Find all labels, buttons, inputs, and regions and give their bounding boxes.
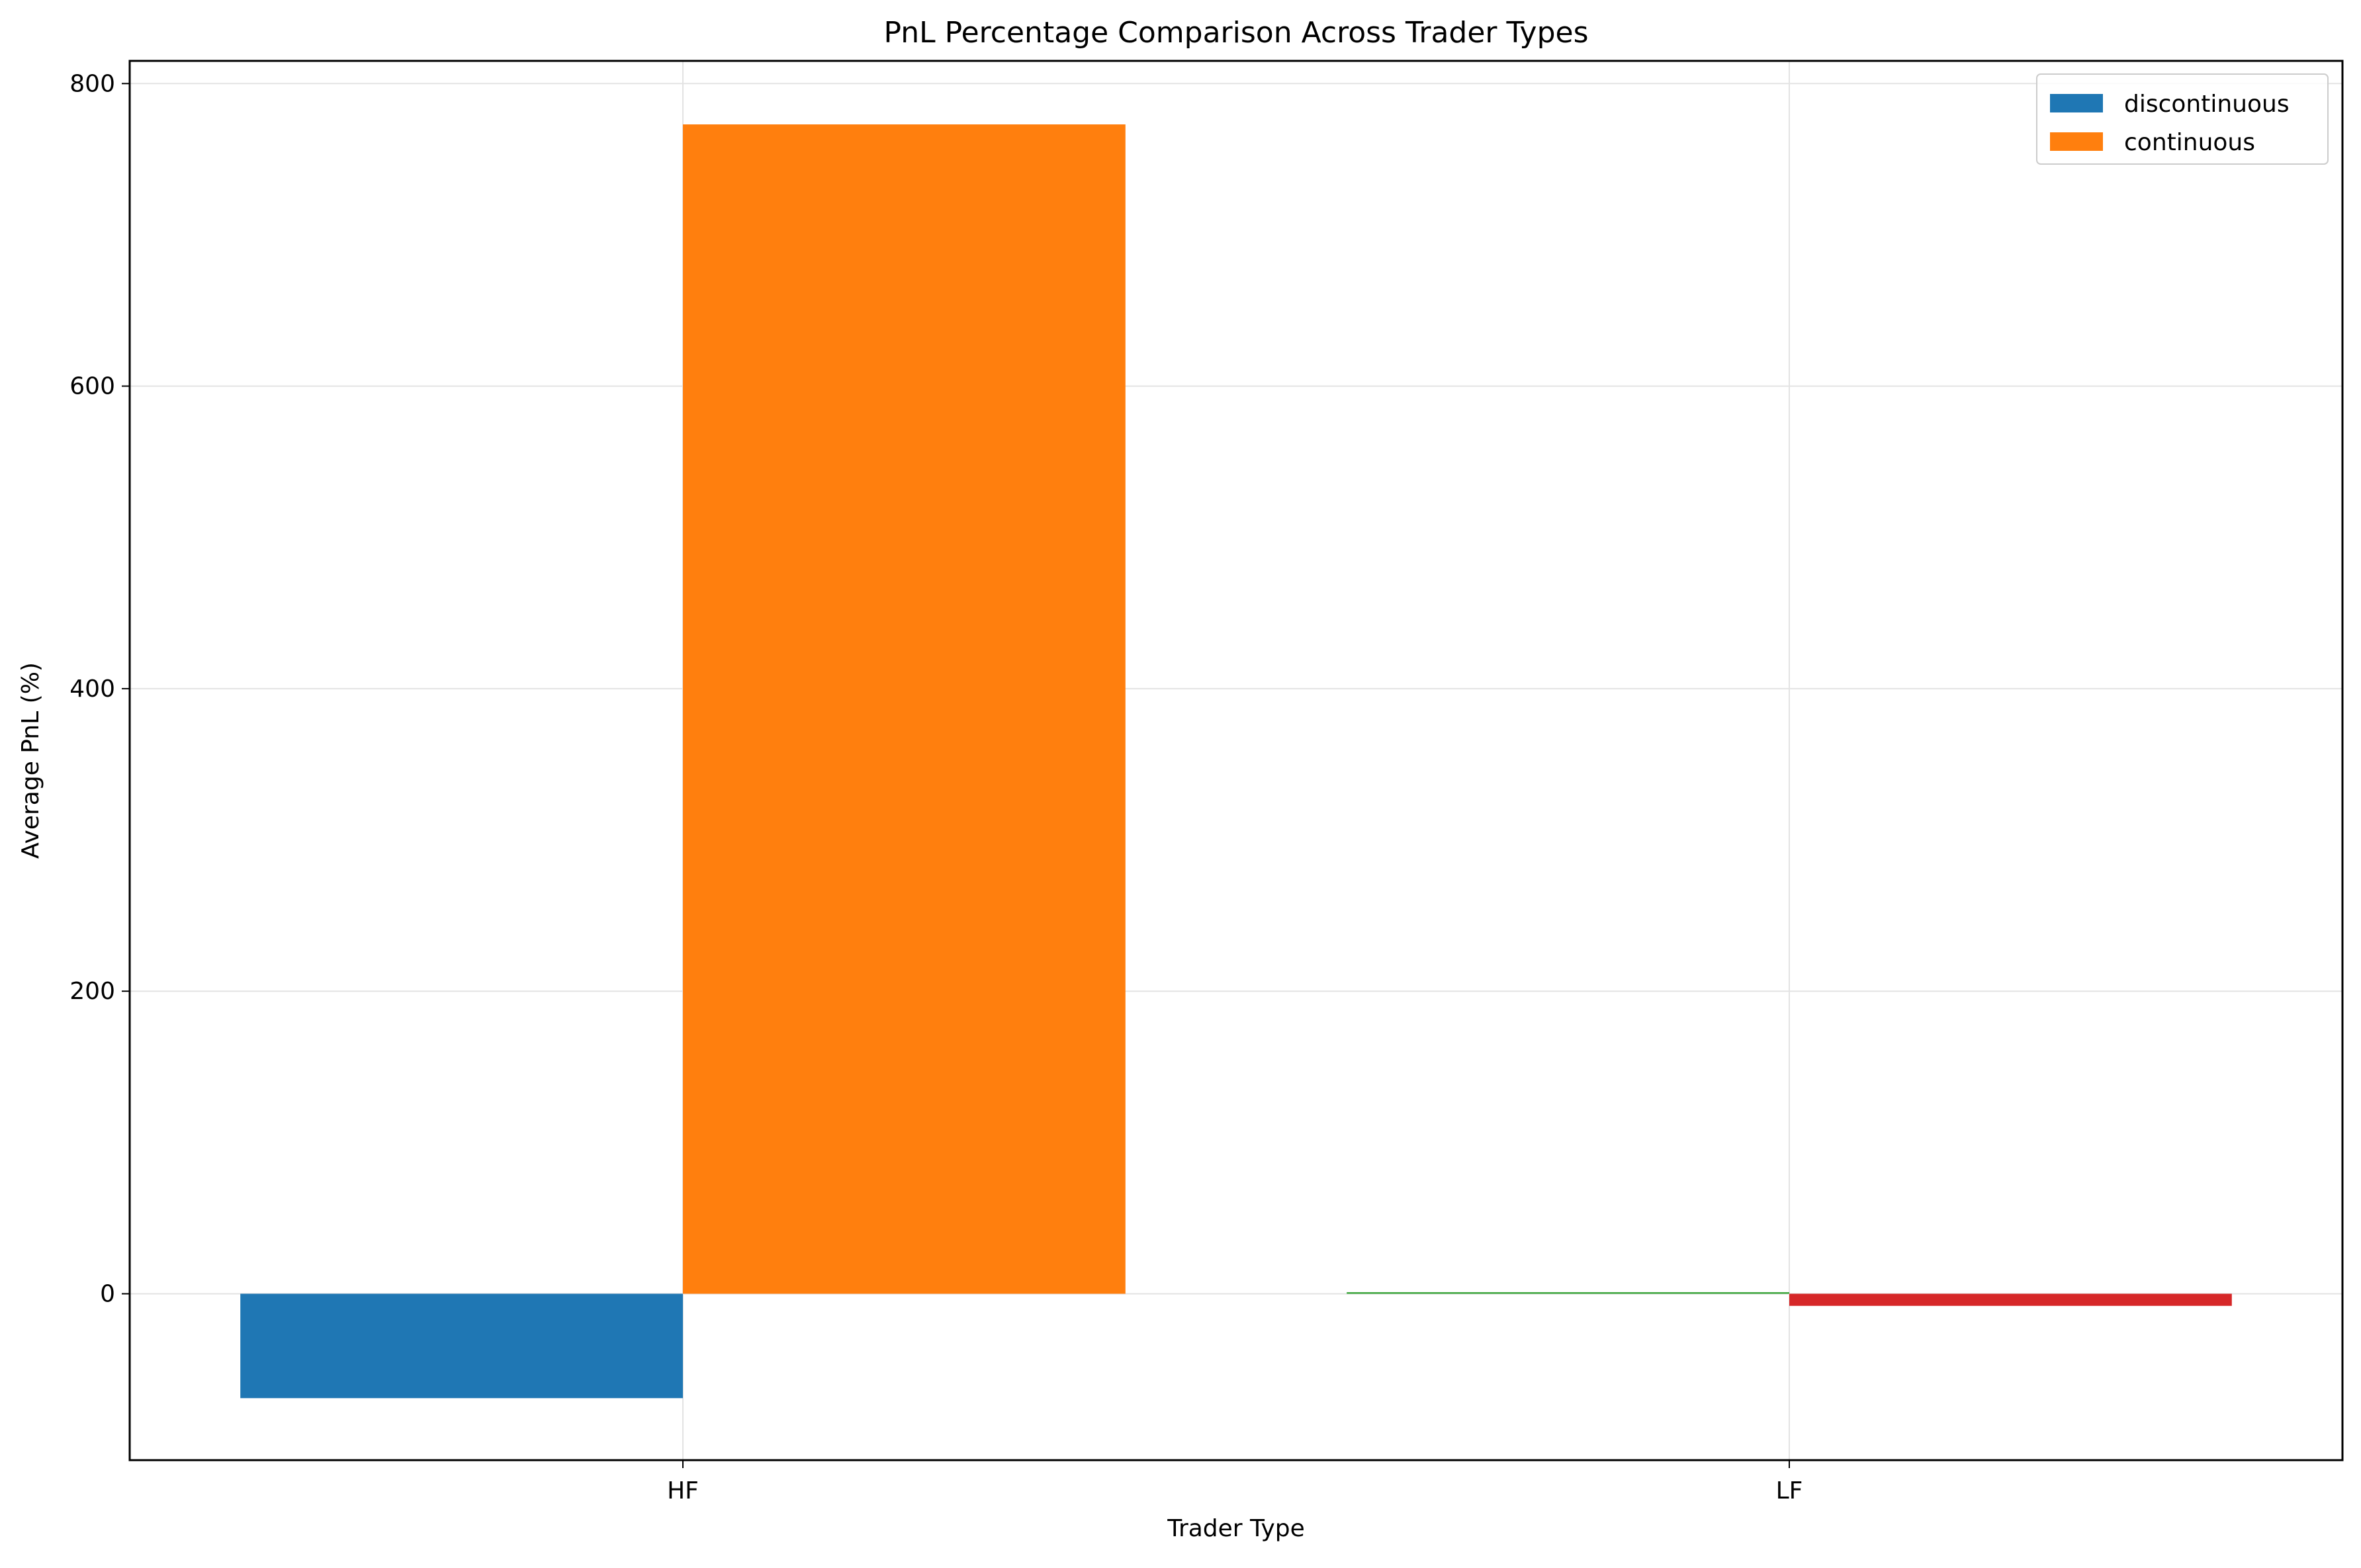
x-tick-label: HF — [667, 1477, 699, 1504]
bar-lf-continuous — [1789, 1293, 2232, 1306]
legend-swatch-discontinuous — [2050, 94, 2103, 112]
bar-hf-discontinuous — [240, 1293, 683, 1399]
axis-ticks: 0 200 400 600 800 HF LF — [69, 70, 1803, 1504]
chart-title: PnL Percentage Comparison Across Trader … — [883, 16, 1588, 50]
legend-label-discontinuous: discontinuous — [2124, 91, 2290, 118]
legend-label-continuous: continuous — [2124, 129, 2255, 156]
y-tick-label: 400 — [69, 675, 115, 703]
y-tick-label: 600 — [69, 373, 115, 400]
plot-frame — [128, 60, 2344, 1461]
y-tick-label: 200 — [69, 978, 115, 1005]
legend: discontinuous continuous — [2036, 73, 2329, 165]
bar-lf-discontinuous — [1347, 1292, 1789, 1294]
bars — [240, 124, 2232, 1399]
x-axis-label: Trader Type — [1167, 1515, 1305, 1542]
y-tick-label: 800 — [69, 70, 115, 97]
legend-box — [2036, 73, 2329, 165]
legend-swatch-continuous — [2050, 132, 2103, 151]
x-tick-label: LF — [1776, 1477, 1803, 1504]
y-axis-label: Average PnL (%) — [17, 662, 44, 859]
bar-hf-continuous — [683, 124, 1126, 1294]
y-tick-label: 0 — [100, 1280, 115, 1307]
